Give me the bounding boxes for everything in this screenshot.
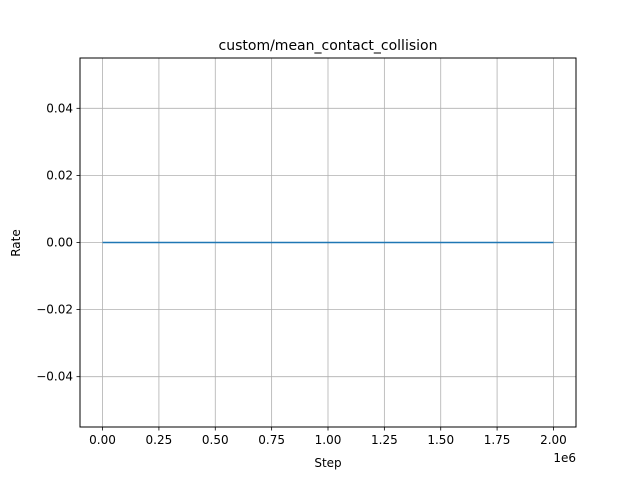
- x-tick-label: 0.00: [89, 433, 116, 447]
- y-tick-label: 0.00: [46, 236, 73, 250]
- x-tick-label: 2.00: [540, 433, 567, 447]
- x-tick-label: 1.00: [315, 433, 342, 447]
- x-tick-label: 0.50: [202, 433, 229, 447]
- x-tick-label: 0.25: [146, 433, 173, 447]
- x-tick-label: 1.50: [427, 433, 454, 447]
- chart-title: custom/mean_contact_collision: [219, 38, 438, 54]
- x-tick-label: 1.25: [371, 433, 398, 447]
- y-tick-label: −0.02: [36, 303, 73, 317]
- x-tick-label: 1.75: [484, 433, 511, 447]
- x-tick-label: 0.75: [258, 433, 285, 447]
- y-tick-label: 0.04: [46, 101, 73, 115]
- y-tick-label: −0.04: [36, 370, 73, 384]
- x-axis-offset-label: 1e6: [553, 451, 576, 465]
- y-axis-label: Rate: [9, 229, 23, 257]
- ticks: 0.00 0.25 0.50 0.75 1.00 1.25 1.50 1.75 2.00 −0.0…: [36, 101, 567, 447]
- y-tick-label: 0.02: [46, 168, 73, 182]
- x-axis-label: Step: [314, 456, 341, 470]
